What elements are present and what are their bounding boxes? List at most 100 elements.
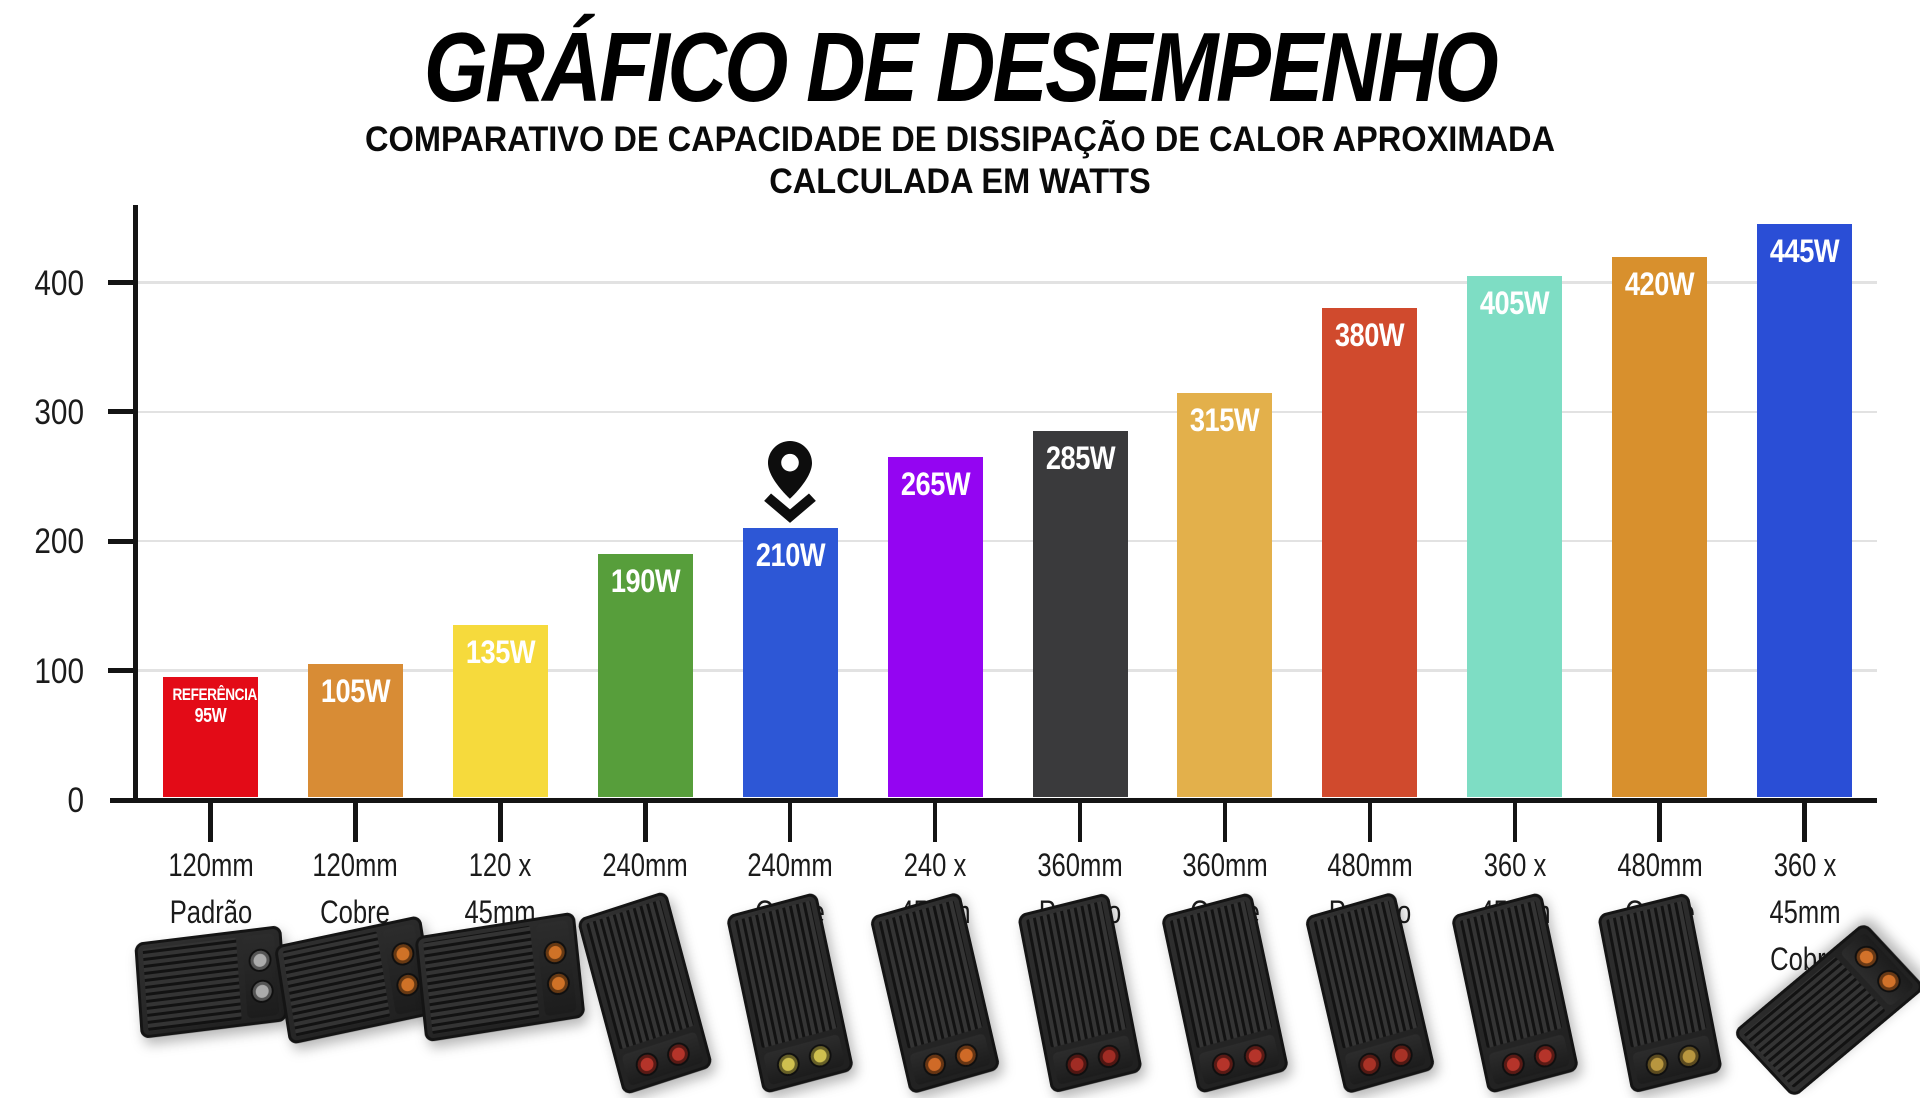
radiator-port [1645, 1052, 1668, 1076]
bar-value-label: 420W [1624, 265, 1695, 302]
category-label: 360 x 45mm Cobre [1769, 847, 1841, 977]
x-axis-line [110, 797, 1877, 803]
grid-line [138, 669, 1877, 672]
radiator-image-5 [725, 891, 855, 1095]
grid-line [138, 410, 1877, 414]
subtitle-line1: COMPARATIVO DE CAPACIDADE DE DISSIPAÇÃO … [365, 120, 1555, 159]
radiator-fins [142, 937, 242, 1031]
radiator-fins [734, 900, 838, 1049]
radiator-port [1533, 1043, 1556, 1068]
subtitle-line2: CALCULADA EM WATTS [769, 162, 1151, 201]
x-tick-mark [1367, 800, 1373, 842]
location-pin-icon [757, 439, 823, 524]
radiator-port [396, 973, 419, 997]
radiator-image-4 [576, 890, 714, 1096]
radiator-body [725, 891, 855, 1095]
radiator-body [274, 914, 437, 1046]
radiator-image-7 [1017, 892, 1143, 1094]
radiator-fins [1459, 900, 1562, 1049]
radiator-image-10 [1450, 891, 1580, 1095]
x-tick-mark [787, 800, 793, 842]
bar-value-label: 135W [465, 634, 536, 671]
radiator-body [1596, 892, 1723, 1094]
radiator-body [576, 890, 714, 1096]
radiator-image-8 [1160, 891, 1290, 1095]
bar-value-label: 105W [320, 673, 391, 710]
radiator-port [1065, 1052, 1089, 1076]
grid-line [138, 540, 1877, 543]
bar-value-label: 380W [1335, 317, 1405, 354]
radiator-fins [878, 900, 983, 1049]
x-tick-mark [353, 800, 358, 842]
radiator-image-2 [274, 914, 437, 1046]
radiator-image-11 [1596, 892, 1723, 1094]
radiator-port [1243, 1043, 1267, 1068]
radiator-body [869, 891, 1001, 1095]
radiator-fins [423, 925, 540, 1035]
radiator-image-9 [1304, 891, 1436, 1095]
radiator-body [1017, 892, 1143, 1094]
radiator-port [954, 1042, 978, 1067]
radiator-port [1389, 1042, 1413, 1067]
bar-380w: 380W [1322, 308, 1418, 798]
x-tick-mark [1512, 800, 1518, 842]
radiator-fins [283, 931, 391, 1037]
radiator-body [1160, 891, 1290, 1095]
radiator-port [1358, 1052, 1381, 1076]
page-title: GRÁFICO DE DESEMPENHO [423, 12, 1499, 122]
bar-315w: 315W [1177, 392, 1273, 798]
bar-value-label: 265W [900, 466, 970, 503]
radiator-body [414, 911, 586, 1043]
radiator-fins [1605, 900, 1707, 1048]
bar-420w: 420W [1612, 256, 1708, 798]
x-tick-mark [643, 800, 648, 842]
bar-value-label: 190W [610, 563, 681, 600]
y-tick-mark [108, 538, 138, 544]
bar-value-label: 210W [755, 537, 825, 574]
radiator-port [547, 972, 569, 995]
y-axis-line [133, 205, 138, 798]
radiator-body [1304, 891, 1436, 1095]
radiator-body [1731, 921, 1920, 1098]
bar-105w: 105W [307, 664, 403, 798]
y-tick-mark [108, 409, 138, 415]
category-label: 120mm Padrão [167, 847, 254, 930]
radiator-port [392, 942, 414, 966]
x-tick-mark [1222, 800, 1228, 842]
category-label: 120mm Cobre [312, 847, 399, 930]
y-tick-label: 100 [34, 651, 84, 691]
y-tick-mark [108, 280, 138, 286]
radiator-port [1501, 1052, 1525, 1076]
radiator-port [809, 1043, 832, 1068]
radiator-port [1211, 1052, 1235, 1076]
bar-405w: 405W [1467, 276, 1563, 798]
radiator-port [544, 941, 566, 964]
bar-value-label: 445W [1769, 233, 1840, 270]
y-tick-mark [108, 668, 138, 674]
bar-445w: 445W [1757, 224, 1853, 798]
radiator-image-12 [1731, 921, 1920, 1098]
bar-value-label: 405W [1480, 285, 1550, 322]
radiator-port [1097, 1044, 1121, 1068]
radiator-port [248, 949, 270, 972]
radiator-port [251, 980, 272, 1003]
radiator-port [1874, 968, 1902, 995]
y-tick-label: 200 [34, 522, 84, 562]
radiator-fins [586, 899, 695, 1050]
radiator-fins [1313, 900, 1418, 1049]
radiator-body [1450, 891, 1580, 1095]
radiator-image-1 [133, 925, 288, 1039]
radiator-port [1851, 944, 1880, 971]
y-tick-label: 400 [34, 263, 84, 303]
bar-95w: REFERÊNCIA 95W [163, 677, 258, 798]
x-tick-mark [932, 800, 938, 842]
radiator-image-3 [414, 911, 586, 1043]
bar-210w: 210W [742, 528, 838, 798]
x-tick-mark [498, 800, 503, 842]
bar-value-label: 315W [1190, 401, 1260, 438]
y-tick-label: 0 [67, 781, 84, 820]
bar-285w: 285W [1032, 431, 1128, 798]
radiator-port [1677, 1044, 1700, 1068]
radiator-fins [1169, 900, 1273, 1049]
